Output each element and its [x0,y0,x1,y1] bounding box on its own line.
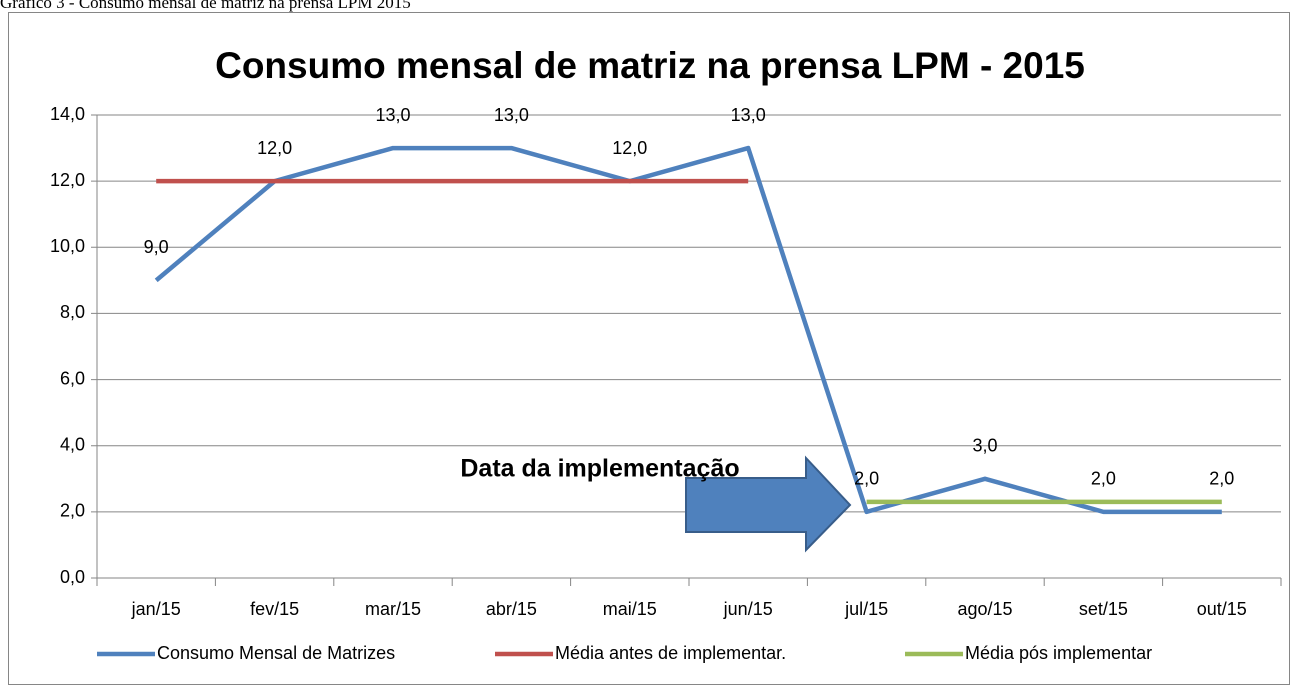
data-label: 13,0 [375,105,410,125]
y-tick-label: 8,0 [60,302,85,322]
x-tick-label: jul/15 [844,599,888,619]
chart-title: Consumo mensal de matriz na prensa LPM -… [215,45,1085,86]
data-label: 2,0 [1209,469,1234,489]
x-tick-label: mar/15 [365,599,421,619]
data-label: 13,0 [731,105,766,125]
x-tick-label: set/15 [1079,599,1128,619]
x-tick-label: abr/15 [486,599,537,619]
data-label: 12,0 [257,138,292,158]
data-label: 3,0 [972,436,997,456]
legend-label: Média pós implementar [965,643,1152,663]
series-line [154,145,1222,515]
caption: Gráfico 3 - Consumo mensal de matriz na … [0,0,411,12]
x-tick-label: fev/15 [250,599,299,619]
data-label: 2,0 [1091,469,1116,489]
arrow [685,455,852,553]
plot [154,145,1222,515]
x-tick-label: out/15 [1197,599,1247,619]
y-tick-label: 0,0 [60,567,85,587]
y-tick-label: 2,0 [60,501,85,521]
annotation: Data da implementação [460,455,739,483]
x-tick-label: jan/15 [131,599,181,619]
legend-label: Consumo Mensal de Matrizes [157,643,395,663]
x-tick-label: jun/15 [723,599,773,619]
y-tick-label: 10,0 [50,236,85,256]
y-tick-label: 4,0 [60,434,85,454]
data-label: 9,0 [144,237,169,257]
data-label: 2,0 [854,469,879,489]
y-tick-label: 12,0 [50,170,85,190]
legend-label: Média antes de implementar. [555,643,786,663]
y-tick-label: 6,0 [60,368,85,388]
data-label: 12,0 [612,138,647,158]
y-tick-label: 14,0 [50,104,85,124]
x-tick-label: ago/15 [957,599,1012,619]
data-label: 13,0 [494,105,529,125]
x-tick-label: mai/15 [603,599,657,619]
chart-border [8,12,1290,685]
